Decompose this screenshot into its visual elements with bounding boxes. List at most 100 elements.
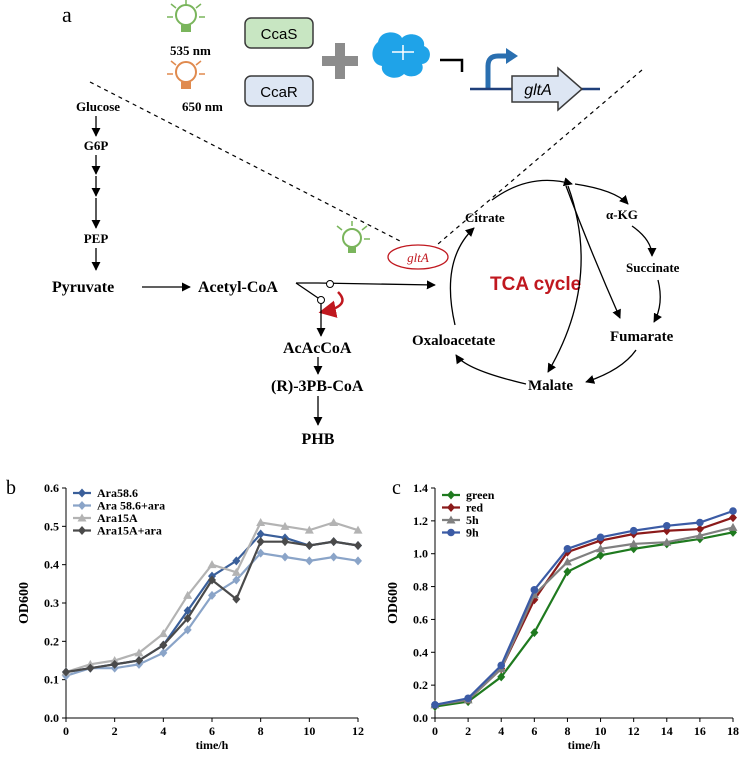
- data-point: [530, 628, 539, 638]
- gene-label: gltA: [524, 82, 552, 99]
- y-tick-label: 0.6: [413, 612, 428, 626]
- data-point: [596, 550, 605, 560]
- series-ara15a-ara: [62, 537, 362, 677]
- y-tick-label: 0.1: [44, 673, 59, 687]
- data-point: [86, 663, 95, 673]
- x-tick-label: 10: [595, 724, 607, 738]
- data-point: [728, 522, 738, 531]
- data-point: [354, 556, 362, 566]
- data-point: [232, 575, 241, 585]
- data-point: [183, 606, 192, 616]
- x-tick-label: 0: [432, 724, 438, 738]
- y-tick-label: 0.0: [413, 711, 428, 725]
- x-tick-label: 2: [465, 724, 471, 738]
- legend-label: red: [466, 501, 483, 515]
- citrate-label: Citrate: [465, 210, 505, 225]
- legend-marker: [78, 526, 86, 535]
- red-bulb-icon: [167, 60, 205, 89]
- chart-b: b 0.0 0.1 0.2 0.3 0.4 0.5 0.6 0 2 4 6 8 10 12 time/h OD6…: [6, 477, 364, 752]
- data-point: [696, 518, 704, 527]
- data-point: [329, 552, 338, 562]
- data-point: [304, 525, 314, 534]
- data-point: [596, 533, 605, 542]
- g6p-label: G6P: [84, 138, 109, 153]
- data-point: [183, 613, 192, 623]
- legend-marker: [447, 503, 455, 512]
- legend-label: Ara 58.6+ara: [97, 499, 165, 513]
- data-point: [110, 659, 119, 669]
- series-9h: [431, 507, 737, 709]
- x-tick-label: 18: [727, 724, 739, 738]
- series-5h: [430, 522, 738, 709]
- y-axis-label: OD600: [17, 582, 32, 624]
- acacoa-label: AcAcCoA: [283, 340, 352, 357]
- y-tick-label: 0.2: [44, 634, 59, 648]
- x-tick-label: 14: [661, 724, 673, 738]
- inhibition-arrow: [318, 291, 344, 318]
- node-top: [326, 280, 334, 288]
- tca-cycle-label: TCA cycle: [490, 274, 581, 295]
- data-point: [256, 537, 265, 547]
- panel-label-c: c: [392, 477, 401, 499]
- series-line: [434, 526, 734, 706]
- data-point: [562, 557, 572, 566]
- y-tick-label: 0.4: [44, 558, 59, 572]
- repression-line: [440, 58, 464, 72]
- y-tick-label: 1.2: [413, 514, 428, 528]
- promoter-icon: [485, 48, 518, 88]
- y-tick-label: 0.4: [413, 645, 428, 659]
- panel-label-a: a: [62, 2, 72, 27]
- ccar-box: [244, 75, 314, 107]
- data-point: [183, 590, 193, 599]
- data-point: [208, 575, 216, 585]
- y-tick-label: 0.2: [413, 678, 428, 692]
- green-bulb-small-icon: [336, 221, 370, 253]
- data-point: [729, 527, 737, 537]
- data-point: [159, 640, 168, 650]
- y-tick-label: 0.0: [44, 711, 59, 725]
- legend-label: Ara58.6: [97, 486, 138, 500]
- data-point: [281, 552, 289, 562]
- data-point: [497, 661, 506, 670]
- x-axis-label: time/h: [196, 738, 229, 752]
- data-point: [232, 594, 241, 604]
- pathway-scheme: a 535 nm 650 nm CcaS CcaR gltA Glucose: [52, 0, 680, 448]
- x-tick-label: 10: [303, 724, 315, 738]
- x-tick-label: 6: [209, 724, 215, 738]
- data-point: [158, 629, 168, 638]
- data-point: [729, 513, 737, 523]
- y-tick-label: 1.4: [413, 481, 428, 495]
- data-point: [354, 541, 362, 550]
- legend-label: Ara15A+ara: [97, 524, 162, 538]
- data-point: [159, 648, 168, 658]
- node-bottom: [317, 296, 325, 304]
- data-point: [497, 672, 506, 682]
- data-point: [662, 537, 672, 546]
- data-point: [183, 625, 192, 635]
- legend-marker: [77, 513, 87, 522]
- series-line: [434, 531, 734, 708]
- data-point: [431, 701, 439, 709]
- series-line: [65, 532, 359, 674]
- r3pb-coa-label: (R)-3PB-CoA: [271, 378, 364, 395]
- legend-marker: [78, 501, 86, 510]
- legend-marker: [447, 490, 455, 500]
- data-point: [207, 560, 217, 569]
- panel-label-b: b: [6, 477, 16, 499]
- legend-label: green: [466, 488, 495, 502]
- data-point: [563, 567, 572, 577]
- akg-label: α-KG: [606, 207, 638, 222]
- data-point: [329, 518, 339, 526]
- ccas-label: CcaS: [261, 26, 298, 43]
- data-point: [134, 648, 144, 657]
- green-bulb-icon: [167, 0, 205, 32]
- plus-icon: [322, 43, 358, 79]
- x-tick-label: 4: [498, 724, 504, 738]
- malate-label: Malate: [528, 378, 573, 394]
- data-point: [305, 541, 314, 550]
- oxaloacetate-label: Oxaloacetate: [412, 333, 496, 349]
- phb-label: PHB: [302, 431, 335, 448]
- series-line: [65, 551, 359, 677]
- data-point: [563, 544, 572, 553]
- y-tick-label: 0.6: [44, 481, 59, 495]
